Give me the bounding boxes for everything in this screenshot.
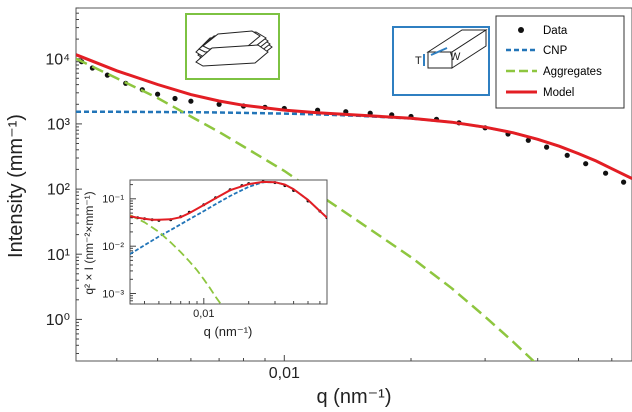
width-arrow bbox=[430, 47, 448, 56]
y-axis-title: Intensity (mm⁻¹) bbox=[5, 114, 27, 258]
main-model-line bbox=[76, 53, 632, 180]
main-data-point bbox=[544, 144, 550, 150]
main-data-point bbox=[188, 98, 194, 104]
nanocrystal-dimensions-illustration: T W bbox=[392, 26, 490, 96]
inset-frame bbox=[129, 179, 328, 305]
inset-x-tick-label: 0,01 bbox=[193, 308, 214, 320]
inset-plot: 10⁻³ 10⁻² 10⁻¹ 0,01 q (nm⁻¹) q² × I (nm⁻²×m… bbox=[82, 179, 328, 339]
inset-y-tick-label: 10⁻¹ bbox=[102, 194, 124, 206]
main-y-tick-label: 10¹ bbox=[47, 247, 70, 264]
legend-marker-data bbox=[518, 27, 524, 33]
inset-axis-ticks: 10⁻³ 10⁻² 10⁻¹ 0,01 bbox=[102, 184, 321, 320]
main-data-point bbox=[172, 95, 178, 102]
width-label: W bbox=[450, 51, 461, 63]
inset-y-tick-label: 10⁻³ bbox=[102, 288, 124, 300]
main-axis-ticks: 10⁰ 10¹ 10² 10³ 10⁴ 0,01 bbox=[45, 7, 613, 382]
inset-x-axis-title: q (nm⁻¹) bbox=[204, 324, 253, 339]
x-axis-title: q (nm⁻¹) bbox=[317, 386, 392, 408]
legend-label-cnp: CNP bbox=[543, 45, 568, 57]
inset-series-layer bbox=[130, 180, 327, 304]
inset-aggregates-line bbox=[130, 214, 222, 304]
thickness-label: T bbox=[415, 55, 422, 67]
main-data-point bbox=[564, 152, 570, 158]
main-plot-frame bbox=[75, 7, 632, 362]
main-plot: 10⁰ 10¹ 10² 10³ 10⁴ 0,01 q (nm⁻¹) Intensity (… bbox=[5, 7, 632, 408]
main-data-point bbox=[603, 170, 609, 176]
legend: Data CNP Aggregates Model bbox=[495, 15, 625, 109]
nanocrystal-icon bbox=[426, 29, 488, 69]
legend-label-data: Data bbox=[543, 25, 568, 37]
platelets-icon bbox=[195, 30, 273, 67]
main-data-point bbox=[216, 101, 222, 107]
main-y-tick-label: 10⁴ bbox=[45, 51, 70, 68]
main-data-point bbox=[525, 137, 531, 143]
main-y-tick-label: 10⁰ bbox=[46, 312, 70, 329]
inset-y-tick-label: 10⁻² bbox=[102, 241, 124, 253]
legend-label-aggregates: Aggregates bbox=[543, 66, 602, 78]
inset-y-axis-title: q² × I (nm⁻²×mm⁻¹) bbox=[82, 191, 96, 294]
inset-model-line bbox=[130, 180, 327, 221]
main-cnp-line bbox=[76, 110, 632, 180]
stacked-platelets-illustration bbox=[185, 13, 280, 80]
main-y-tick-label: 10³ bbox=[47, 117, 71, 134]
main-x-tick-label: 0,01 bbox=[269, 365, 300, 382]
main-data-point bbox=[583, 161, 589, 167]
main-data-point bbox=[155, 91, 161, 97]
main-y-tick-label: 10² bbox=[47, 182, 71, 199]
main-data-point bbox=[621, 179, 627, 185]
legend-label-model: Model bbox=[543, 87, 574, 99]
